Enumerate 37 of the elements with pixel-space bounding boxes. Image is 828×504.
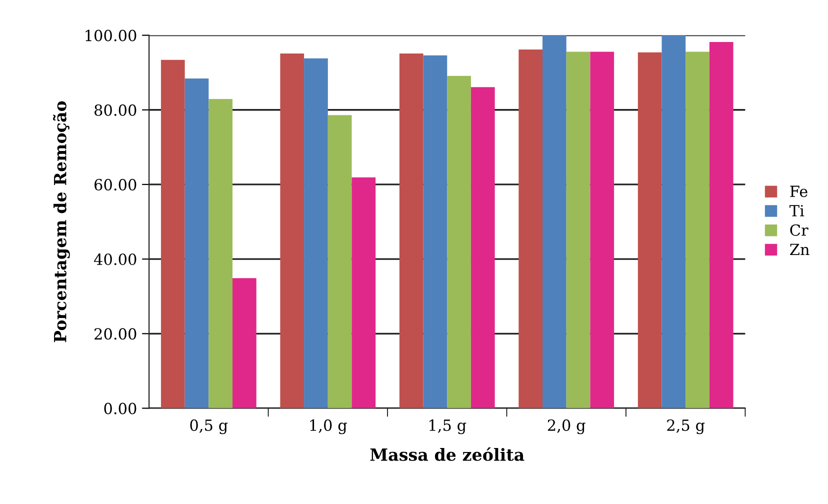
bar xyxy=(542,35,566,408)
bar xyxy=(184,78,209,408)
bar xyxy=(686,52,710,408)
y-tick-label: 0.00 xyxy=(104,402,136,414)
x-axis-title: Massa de zeólita xyxy=(370,447,524,461)
bar xyxy=(399,54,424,408)
y-tick-label: 100.00 xyxy=(86,30,136,42)
x-tick-label: 1,5 g xyxy=(430,419,466,434)
bar xyxy=(662,35,686,408)
bar xyxy=(447,76,471,408)
legend-label: Cr xyxy=(790,224,808,236)
x-tick-label: 2,5 g xyxy=(667,419,705,434)
x-tick-label: 1,0 g xyxy=(310,419,347,434)
bar xyxy=(304,58,328,408)
y-tick-label: 60.00 xyxy=(94,178,136,190)
bar xyxy=(208,99,232,408)
legend-label: Ti xyxy=(790,205,804,216)
bar xyxy=(232,278,256,408)
bar xyxy=(590,52,614,408)
y-axis-title: Porcentagem de Remoção xyxy=(52,101,70,342)
y-tick-label: 40.00 xyxy=(94,254,136,266)
bar xyxy=(566,52,590,408)
y-tick-label: 80.00 xyxy=(94,104,136,116)
bar xyxy=(328,115,352,408)
bar xyxy=(352,177,376,408)
bar xyxy=(160,60,185,408)
legend-label: Zn xyxy=(790,244,810,256)
bar xyxy=(638,52,662,408)
bar xyxy=(470,87,495,408)
y-tick-label: 20.00 xyxy=(94,328,136,340)
bar xyxy=(280,54,304,408)
x-tick-label: 2,0 g xyxy=(548,419,586,434)
bar xyxy=(518,49,543,408)
legend-label: Fe xyxy=(790,186,808,198)
bar xyxy=(709,42,734,408)
x-tick-label: 0,5 g xyxy=(190,419,228,434)
bar xyxy=(423,55,448,408)
